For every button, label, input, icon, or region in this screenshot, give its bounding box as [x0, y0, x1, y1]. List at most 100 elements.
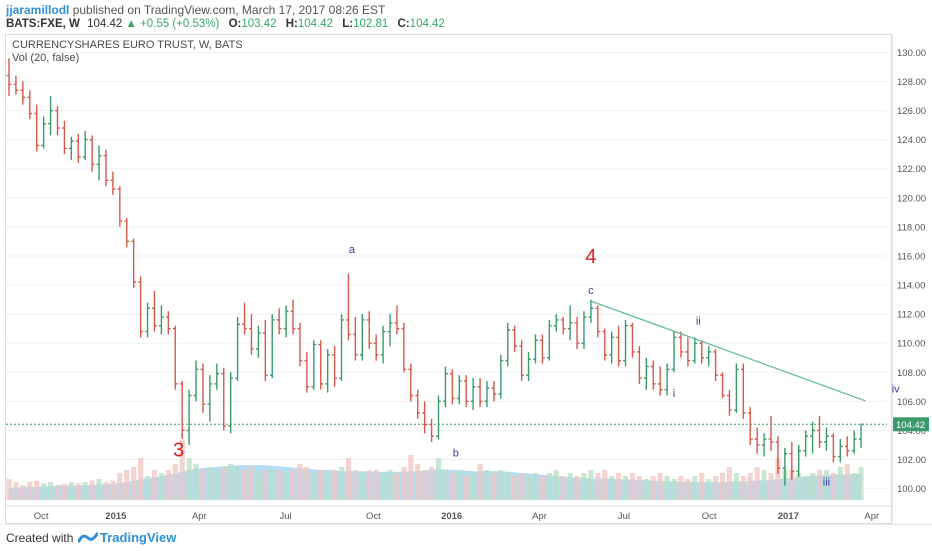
- volume-bar: [740, 476, 746, 500]
- volume-bar: [858, 467, 864, 500]
- ohlc-bar: [193, 360, 199, 402]
- volume-bar: [13, 482, 19, 500]
- open-label: O:: [228, 18, 242, 30]
- volume-bar: [560, 476, 566, 500]
- ohlc-bar: [844, 436, 850, 457]
- ohlc-bar: [526, 351, 531, 381]
- ohlc-bar: [352, 317, 358, 361]
- ohlc-bar: [387, 314, 393, 347]
- ohlc-bar: [145, 302, 150, 338]
- tradingview-brand[interactable]: TradingView: [100, 530, 177, 545]
- ohlc-bar: [6, 58, 12, 97]
- volume-bar: [41, 483, 47, 500]
- ohlc-bar: [394, 305, 400, 335]
- ohlc-bar: [138, 276, 144, 338]
- ohlc-bar: [311, 340, 317, 390]
- volume-bar: [200, 470, 206, 500]
- volume-bar: [609, 476, 615, 500]
- y-tick-label: 128.00: [897, 77, 926, 88]
- ohlc-bar: [242, 302, 247, 335]
- wave-label: i: [673, 388, 675, 400]
- volume-bar: [144, 476, 151, 500]
- volume-bar: [595, 473, 601, 500]
- volume-bar: [214, 470, 220, 500]
- ohlc-bar: [221, 367, 227, 431]
- volume-bar: [338, 467, 345, 500]
- ohlc-bar: [851, 430, 857, 454]
- wave-label: a: [349, 244, 356, 256]
- volume-bar: [325, 473, 331, 500]
- ohlc-bar: [824, 427, 829, 451]
- volume-bar: [761, 470, 767, 500]
- volume-bar: [491, 473, 497, 500]
- volume-bar: [318, 470, 324, 500]
- ohlc-bar: [179, 380, 185, 440]
- ohlc-bar: [186, 389, 192, 445]
- volume-bar: [519, 473, 525, 500]
- volume-bar: [657, 473, 663, 500]
- volume-bar: [221, 467, 227, 500]
- volume-bar: [151, 470, 158, 500]
- volume-bar: [138, 458, 144, 500]
- ohlc-bar: [131, 238, 137, 288]
- ohlc-bar: [228, 372, 234, 434]
- ohlc-bar: [727, 389, 732, 416]
- volume-bar: [283, 473, 289, 500]
- volume-bar: [297, 464, 303, 500]
- volume-bar: [54, 485, 61, 500]
- footer: Created with TradingView: [0, 524, 932, 551]
- trendline-layer[interactable]: [590, 300, 866, 402]
- ohlc-bar: [124, 218, 130, 248]
- y-tick-label: 104.00: [897, 426, 926, 437]
- volume-bar: [532, 473, 539, 500]
- y-tick-label: 114.00: [897, 281, 925, 292]
- ohlc-bar: [27, 90, 33, 120]
- ohlc-bar: [380, 325, 386, 364]
- ohlc-bar: [671, 331, 677, 373]
- quote-line: BATS:FXE, W 104.42 ▲ +0.55 (+0.53%) O:10…: [6, 18, 445, 30]
- volume-bar: [685, 479, 691, 500]
- ohlc-bar: [68, 136, 74, 161]
- price-axis[interactable]: 130.00 128.00 126.00 124.00 122.00 120.00 118.…: [891, 35, 929, 523]
- close-value: 104.42: [409, 18, 445, 30]
- ohlc-bar: [567, 305, 573, 341]
- volume-bar: [61, 483, 68, 500]
- ohlc-bar: [449, 369, 455, 405]
- y-tick-label: 102.00: [897, 455, 926, 466]
- volume-bar: [636, 476, 642, 500]
- x-tick-label: Oct: [366, 511, 381, 522]
- ohlc-bar: [830, 433, 836, 463]
- volume-bar: [650, 476, 656, 500]
- tradingview-logo-icon[interactable]: [78, 531, 98, 545]
- volume-bar: [172, 464, 178, 500]
- time-axis[interactable]: Oct 2015 Apr Jul Oct 2016 Apr Jul Oct 2017 Apr: [6, 505, 892, 522]
- ohlc-bar: [858, 423, 864, 448]
- volume-bar: [435, 458, 442, 500]
- volume-bar: [539, 476, 546, 500]
- volume-bar: [477, 464, 483, 500]
- y-tick-label: 118.00: [897, 222, 925, 233]
- ohlc-bar: [89, 135, 95, 172]
- volume-ma-area: [9, 465, 862, 500]
- ohlc-bar: [283, 305, 289, 338]
- ohlc-bar: [332, 346, 337, 387]
- y-tick-label: 106.00: [897, 397, 926, 408]
- volume-bar: [248, 467, 255, 500]
- ohlc-bar: [685, 337, 691, 367]
- price-bars: [6, 58, 864, 486]
- volume-bar: [345, 458, 352, 500]
- volume-bar: [20, 485, 26, 500]
- x-tick-label: Oct: [34, 511, 49, 522]
- volume-bar: [602, 470, 608, 500]
- ohlc-bar: [713, 349, 718, 381]
- author-link[interactable]: jjaramillodl: [6, 3, 70, 17]
- ohlc-bar: [761, 433, 767, 457]
- ohlc-bar: [512, 325, 518, 352]
- ohlc-bar: [339, 314, 344, 381]
- volume-bar: [678, 476, 684, 500]
- volume-bar: [816, 470, 823, 500]
- ohlc-bar: [408, 363, 414, 402]
- volume-bar: [733, 473, 739, 500]
